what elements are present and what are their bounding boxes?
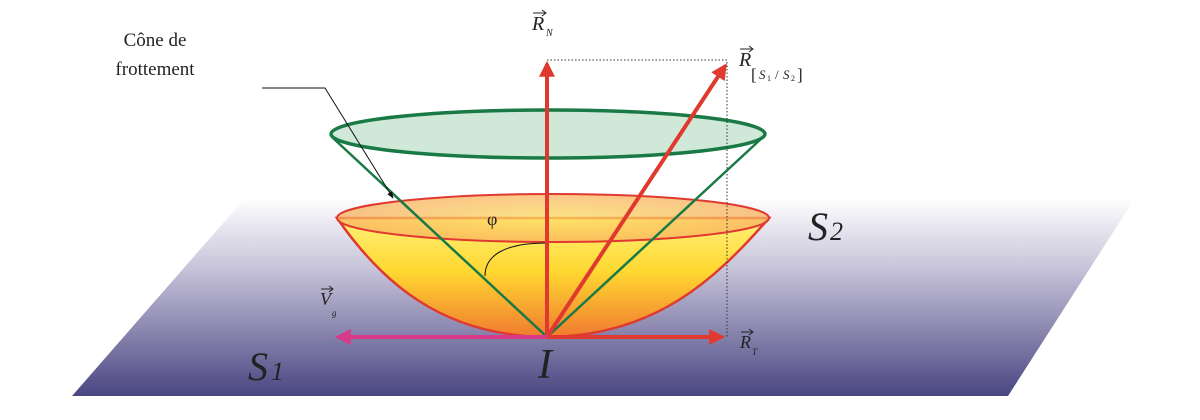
svg-text:R: R (738, 49, 751, 71)
svg-text:g: g (332, 308, 337, 318)
tangential-force-label: R T (739, 328, 758, 357)
cone-generatrix-right (546, 137, 763, 338)
cone-label-line1: Cône de (124, 30, 187, 51)
svg-text:/: / (775, 67, 779, 82)
cone-generatrix-left (332, 137, 548, 338)
svg-text:T: T (752, 347, 758, 357)
normal-force-label: R N (531, 9, 554, 39)
svg-text:S: S (248, 344, 268, 389)
projection-lines (547, 59, 728, 337)
solid-s1-label: S 1 (248, 344, 284, 389)
svg-text:R: R (531, 13, 544, 35)
svg-text:1: 1 (271, 357, 284, 386)
solid-s2-label: S 2 (808, 204, 843, 249)
velocity-label: V g (320, 285, 337, 318)
svg-text:1: 1 (767, 74, 771, 83)
svg-text:R: R (739, 332, 751, 352)
svg-text:]: ] (797, 65, 803, 84)
resultant-force-label: R [ S 1 / S 2 ] (738, 45, 803, 84)
svg-text:[: [ (751, 65, 757, 84)
cone-label-line2: frottement (115, 59, 195, 80)
svg-text:S: S (783, 67, 790, 82)
svg-text:2: 2 (830, 217, 843, 246)
angle-arc (484, 242, 548, 277)
svg-text:S: S (808, 204, 828, 249)
resultant-force-arrow (545, 63, 727, 339)
svg-text:N: N (545, 28, 554, 39)
angle-label: φ (487, 209, 497, 229)
svg-text:S: S (759, 67, 766, 82)
contact-point-label: I (537, 342, 554, 388)
cone-pointer-line (262, 87, 394, 199)
svg-text:V: V (320, 289, 333, 309)
svg-text:2: 2 (791, 74, 795, 83)
